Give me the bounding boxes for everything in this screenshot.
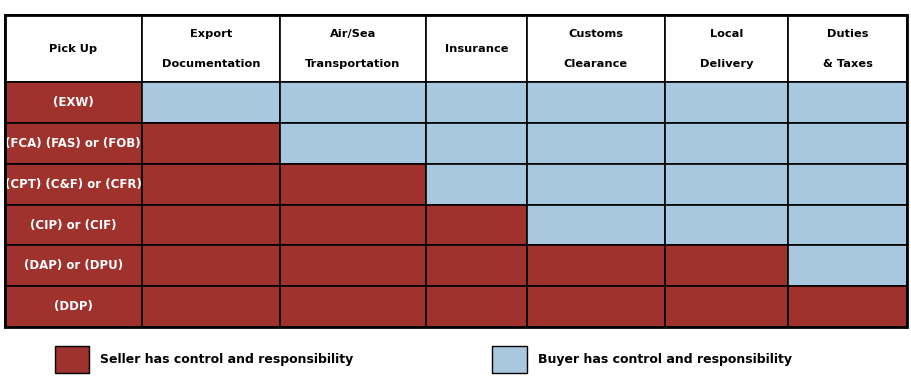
Bar — [664, 82, 787, 123]
Bar — [280, 245, 425, 286]
Text: Documentation: Documentation — [161, 59, 260, 69]
Text: (FCA) (FAS) or (FOB): (FCA) (FAS) or (FOB) — [5, 137, 141, 150]
Text: Export: Export — [189, 29, 231, 39]
Bar — [664, 164, 787, 205]
Text: (CPT) (C&F) or (CFR): (CPT) (C&F) or (CFR) — [5, 178, 141, 191]
Bar — [5, 164, 142, 205]
Text: Duties: Duties — [826, 29, 867, 39]
Bar — [425, 82, 527, 123]
Bar — [5, 245, 142, 286]
Bar — [527, 82, 664, 123]
Text: Customs: Customs — [568, 29, 622, 39]
Bar — [5, 286, 142, 327]
Text: Seller has control and responsibility: Seller has control and responsibility — [100, 353, 353, 366]
Bar — [664, 123, 787, 164]
Bar — [425, 245, 527, 286]
Bar — [664, 245, 787, 286]
Bar — [787, 15, 906, 82]
Text: (CIP) or (CIF): (CIP) or (CIF) — [30, 219, 117, 231]
Text: Delivery: Delivery — [699, 59, 752, 69]
Text: (DAP) or (DPU): (DAP) or (DPU) — [24, 259, 123, 272]
Bar — [5, 82, 142, 123]
Bar — [425, 286, 527, 327]
Text: (EXW): (EXW) — [53, 96, 94, 110]
Text: Insurance: Insurance — [445, 44, 507, 54]
Text: & Taxes: & Taxes — [822, 59, 872, 69]
Bar — [425, 123, 527, 164]
Bar — [492, 346, 527, 373]
Bar — [142, 205, 280, 245]
Bar — [280, 82, 425, 123]
Bar — [5, 15, 906, 327]
Bar — [787, 164, 906, 205]
Bar — [5, 15, 142, 82]
Bar — [527, 286, 664, 327]
Bar — [787, 123, 906, 164]
Bar — [5, 205, 142, 245]
Bar — [280, 15, 425, 82]
Text: Local: Local — [709, 29, 742, 39]
Bar — [142, 82, 280, 123]
Bar — [787, 245, 906, 286]
Text: Transportation: Transportation — [305, 59, 400, 69]
Bar — [664, 15, 787, 82]
Bar — [280, 123, 425, 164]
Bar — [664, 205, 787, 245]
Bar — [142, 123, 280, 164]
Bar — [787, 82, 906, 123]
Bar — [142, 245, 280, 286]
Bar — [787, 205, 906, 245]
Bar — [425, 15, 527, 82]
Bar — [664, 286, 787, 327]
Bar — [142, 286, 280, 327]
Text: Air/Sea: Air/Sea — [330, 29, 375, 39]
Bar — [527, 123, 664, 164]
Bar — [280, 164, 425, 205]
Bar — [527, 15, 664, 82]
Bar — [142, 164, 280, 205]
Text: Buyer has control and responsibility: Buyer has control and responsibility — [537, 353, 792, 366]
Bar — [527, 245, 664, 286]
Bar — [142, 15, 280, 82]
Text: Pick Up: Pick Up — [49, 44, 97, 54]
Bar — [527, 205, 664, 245]
Text: (DDP): (DDP) — [54, 300, 93, 313]
Bar — [425, 205, 527, 245]
Text: Clearance: Clearance — [563, 59, 627, 69]
Bar — [280, 286, 425, 327]
Bar — [5, 123, 142, 164]
Bar — [527, 164, 664, 205]
Bar — [425, 164, 527, 205]
Bar — [55, 346, 89, 373]
Bar — [280, 205, 425, 245]
Bar — [787, 286, 906, 327]
